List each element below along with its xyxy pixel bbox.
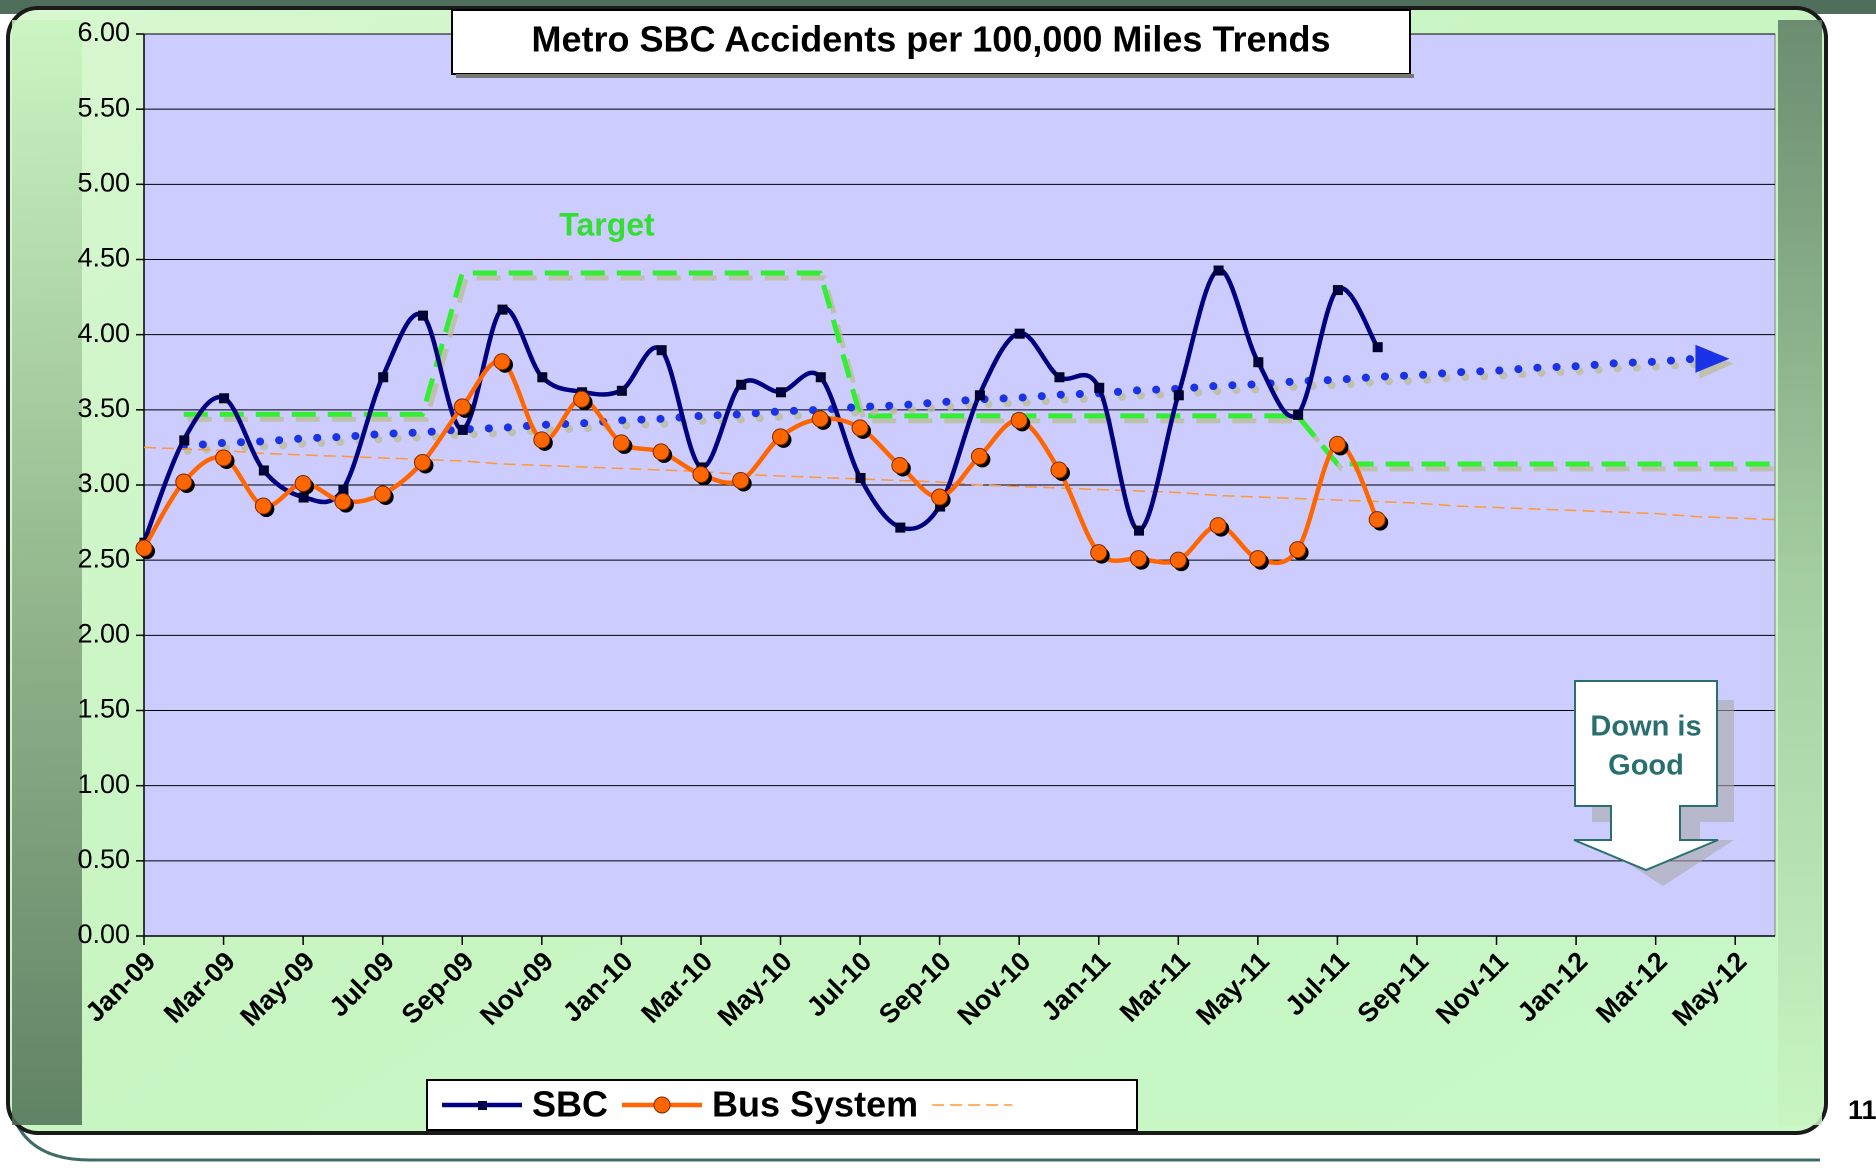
bus-marker (1130, 550, 1148, 568)
sbc-marker (457, 424, 468, 435)
down-is-good-callout: Down is Good (1573, 680, 1734, 886)
y-tick-label: 5.00 (77, 167, 130, 197)
bus-marker (1328, 435, 1346, 453)
sbc-marker (219, 393, 230, 404)
sbc-marker (1014, 328, 1025, 339)
callout-text: Good (1608, 750, 1684, 782)
series-line (141, 267, 1380, 545)
callout-arrow (1573, 680, 1719, 872)
bus-marker (1249, 550, 1267, 568)
sbc-marker (855, 472, 866, 483)
bus-marker (413, 453, 431, 471)
y-tick-label: 1.00 (77, 769, 130, 799)
sbc-marker (1213, 265, 1224, 276)
bus-marker (374, 485, 392, 503)
sbc-marker (1134, 525, 1145, 536)
legend-label: SBC (532, 1084, 608, 1125)
bus-marker (453, 398, 471, 416)
bus-marker (891, 456, 909, 474)
legend-marker (653, 1096, 671, 1114)
title-shadow (456, 74, 1414, 78)
bus-marker (1209, 517, 1227, 535)
bus-marker (533, 431, 551, 449)
sbc-marker (1253, 357, 1264, 368)
bus-marker (215, 449, 233, 467)
sbc-marker (895, 522, 906, 533)
series-line-shadow (187, 275, 1779, 472)
bus-marker (1368, 511, 1386, 529)
bus-marker (811, 410, 829, 428)
bus-marker (1289, 541, 1307, 559)
y-tick-label: 2.00 (77, 618, 130, 648)
series-line-shadow (183, 359, 1704, 455)
sbc-marker (378, 372, 389, 383)
y-tick-label: 0.50 (77, 844, 130, 874)
bus-marker (1169, 551, 1187, 569)
bus-marker (254, 497, 272, 515)
plot-area: 0.00 0.50 1.00 1.50 2.00 2.50 3.00 3.50 4.00 4.50… (77, 17, 1779, 1032)
y-tick-label: 2.50 (77, 543, 130, 573)
y-tick-label: 0.00 (77, 919, 130, 949)
sbc-marker (417, 310, 428, 321)
title-box (451, 9, 1411, 75)
bus-marker (573, 390, 591, 408)
bus-marker (771, 428, 789, 446)
legend: SBC Bus System (442, 1084, 1013, 1125)
sbc-marker (1372, 342, 1383, 353)
sbc-marker (1094, 382, 1105, 393)
series-line (183, 270, 1775, 467)
y-tick-label: 3.00 (77, 468, 130, 498)
bus-marker (652, 443, 670, 461)
legend-box (426, 1079, 1138, 1131)
bus-marker (175, 473, 193, 491)
y-tick-label: 1.50 (77, 694, 130, 724)
target-annotation: Target (559, 206, 655, 242)
sbc-marker (258, 465, 269, 476)
bus-marker (1050, 461, 1068, 479)
legend-label: Bus System (712, 1084, 918, 1125)
panel-shade-right (1778, 20, 1822, 1125)
trend-arrow (1695, 344, 1730, 373)
y-tick-label: 3.50 (77, 393, 130, 423)
sbc-marker (1054, 372, 1065, 383)
bus-marker (294, 474, 312, 492)
sbc-marker (775, 387, 786, 398)
sbc-marker (815, 372, 826, 383)
sbc-marker (1293, 409, 1304, 420)
bus-marker (931, 488, 949, 506)
sbc-marker (974, 390, 985, 401)
sbc-marker (736, 379, 747, 390)
page-number: 11 (1848, 1095, 1876, 1125)
legend-marker (478, 1101, 487, 1110)
callout-text: Down is (1590, 711, 1701, 743)
sbc-marker (537, 372, 548, 383)
sbc-marker (497, 304, 508, 315)
y-tick-label: 6.00 (77, 17, 130, 47)
sbc-marker (1173, 390, 1184, 401)
bus-marker (692, 465, 710, 483)
sbc-marker (616, 385, 627, 396)
chart-title: Metro SBC Accidents per 100,000 Miles Tr… (532, 19, 1331, 60)
sbc-marker (656, 345, 667, 356)
series-line (179, 354, 1700, 450)
bus-marker (1010, 411, 1028, 429)
bus-marker (851, 419, 869, 437)
bus-marker (493, 353, 511, 371)
panel-shade-left (12, 20, 82, 1125)
bus-marker (135, 539, 153, 557)
bus-marker (970, 447, 988, 465)
y-tick-label: 4.00 (77, 318, 130, 348)
sbc-marker (1332, 285, 1343, 296)
bus-marker (612, 434, 630, 452)
bus-marker (334, 493, 352, 511)
y-tick-label: 4.50 (77, 243, 130, 273)
y-tick-label: 5.50 (77, 92, 130, 122)
sbc-marker (179, 435, 190, 446)
bus-marker (732, 471, 750, 489)
bus-marker (1090, 544, 1108, 562)
